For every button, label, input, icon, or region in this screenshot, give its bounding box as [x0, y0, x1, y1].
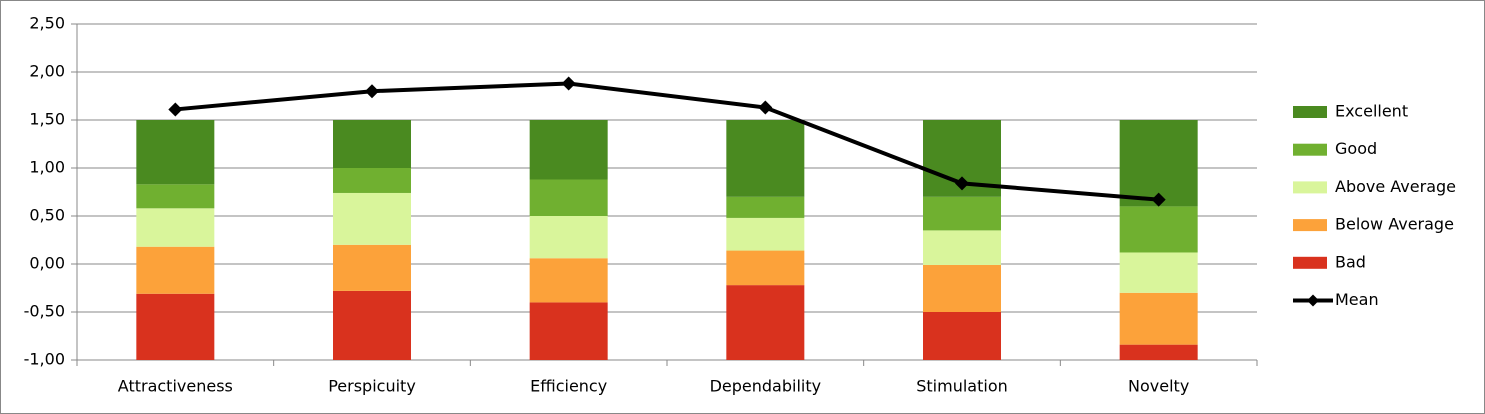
y-tick-label: 1,00 [29, 158, 65, 177]
mean-marker [561, 76, 576, 91]
bar-segment [136, 208, 215, 247]
legend-label: Excellent [1335, 102, 1408, 121]
bar-segment [923, 312, 1001, 360]
bar-segment [333, 120, 411, 168]
bar-segment [726, 217, 805, 251]
bar-segment [1119, 292, 1198, 345]
bar-segment [1119, 252, 1198, 293]
bar-segment [333, 244, 411, 291]
bar-segment [529, 120, 608, 180]
mean-marker [1151, 192, 1166, 207]
mean-marker [955, 176, 969, 191]
mean-line [175, 81, 1159, 202]
y-tick-label: -0,50 [24, 302, 65, 321]
bar-segment [529, 258, 608, 303]
y-tick-label: -1,00 [24, 350, 65, 369]
y-tick-label: 2,00 [29, 62, 65, 81]
legend-label: Good [1335, 139, 1377, 158]
y-tick-label: 1,50 [29, 110, 65, 129]
bar-segment [333, 290, 411, 360]
bar-segment [333, 192, 411, 245]
bar-segment [1119, 206, 1198, 253]
legend-label: Below Average [1335, 215, 1454, 234]
bar-segment [529, 216, 608, 259]
y-tick-label: 0,00 [29, 254, 65, 273]
legend-swatch [1293, 181, 1327, 194]
bar-segment [923, 196, 1001, 231]
bar-segment [1119, 344, 1198, 360]
legend-swatch [1293, 143, 1327, 156]
legend-swatch [1293, 219, 1327, 232]
x-tick-label: Stimulation [916, 377, 1008, 396]
bar-segment [726, 196, 805, 218]
bar-segment [333, 168, 411, 193]
mean-marker [758, 100, 773, 115]
x-tick-label: Dependability [710, 377, 822, 396]
y-tick-label: 2,50 [29, 14, 65, 33]
legend-swatch [1293, 106, 1327, 118]
x-tick-label: Efficiency [530, 377, 607, 396]
bar-segment [726, 120, 805, 197]
x-tick-label: Attractiveness [118, 377, 233, 396]
bar-segment [136, 184, 215, 209]
bar-segment [726, 250, 805, 286]
legend-label: Mean [1335, 290, 1379, 309]
bar-segment [726, 285, 805, 360]
mean-marker [168, 102, 183, 117]
y-tick-label: 0,50 [29, 206, 65, 225]
x-tick-label: Novelty [1128, 377, 1189, 396]
bar-segment [923, 230, 1001, 265]
bar-segment [529, 302, 608, 360]
x-tick-label: Perspicuity [328, 377, 416, 396]
bar-segment [136, 293, 215, 360]
legend-label: Bad [1335, 252, 1366, 271]
legend-swatch [1293, 256, 1327, 269]
bar-segment [136, 246, 215, 294]
legend-marker [1307, 294, 1319, 307]
bar-segment [923, 264, 1001, 312]
bar-segment [136, 120, 215, 185]
bar-segment [1119, 120, 1198, 207]
mean-marker [365, 84, 379, 99]
bar-segment [529, 179, 608, 216]
legend-label: Above Average [1335, 177, 1456, 196]
